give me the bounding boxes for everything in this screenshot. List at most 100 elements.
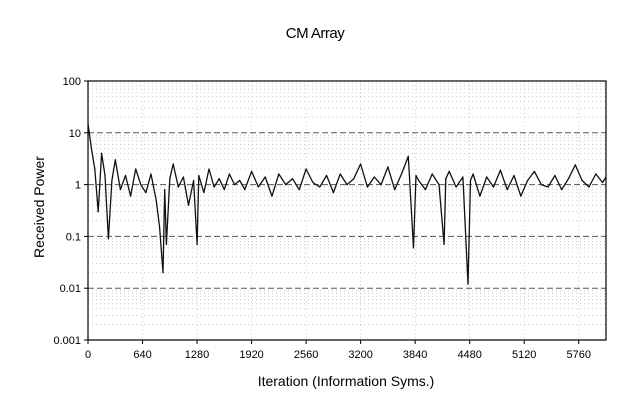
data-point bbox=[312, 181, 314, 184]
data-point bbox=[114, 159, 116, 161]
data-point bbox=[187, 204, 190, 206]
data-point bbox=[213, 186, 215, 188]
data-point bbox=[223, 189, 225, 191]
data-point bbox=[438, 184, 440, 186]
x-tick-label: 2560 bbox=[294, 349, 318, 361]
data-point bbox=[574, 164, 576, 166]
data-point bbox=[196, 243, 198, 245]
data-point bbox=[602, 181, 604, 184]
data-point bbox=[140, 184, 142, 186]
data-point bbox=[394, 189, 396, 191]
data-point bbox=[104, 174, 106, 177]
data-point bbox=[130, 195, 132, 197]
data-point bbox=[239, 179, 241, 182]
data-point bbox=[177, 186, 179, 188]
data-point bbox=[291, 178, 294, 180]
y-tick-label: 100 bbox=[63, 76, 81, 88]
series-layer bbox=[87, 123, 607, 285]
data-point bbox=[360, 163, 362, 165]
data-point bbox=[305, 168, 307, 170]
data-point bbox=[443, 243, 445, 245]
data-point bbox=[424, 189, 426, 191]
data-point bbox=[540, 184, 542, 186]
data-point bbox=[90, 147, 92, 149]
data-point bbox=[172, 163, 174, 165]
y-axis-label: Received Power bbox=[31, 156, 47, 258]
y-tick-label: 1 bbox=[75, 180, 81, 192]
data-point bbox=[554, 174, 556, 177]
data-point bbox=[346, 184, 348, 186]
data-point bbox=[233, 184, 236, 186]
x-tick-label: 1920 bbox=[239, 349, 263, 361]
data-point bbox=[228, 173, 230, 175]
x-tick-label: 0 bbox=[85, 349, 91, 361]
data-point bbox=[467, 283, 469, 285]
data-point bbox=[251, 170, 253, 172]
data-point bbox=[165, 243, 167, 245]
data-point bbox=[107, 238, 109, 240]
data-point bbox=[332, 192, 334, 194]
data-point bbox=[208, 168, 210, 170]
data-point bbox=[499, 169, 501, 171]
data-point bbox=[445, 178, 447, 180]
data-point bbox=[298, 189, 300, 191]
data-point bbox=[94, 168, 96, 170]
grid-lines bbox=[88, 81, 606, 340]
x-tick-label: 3200 bbox=[348, 349, 372, 361]
data-point bbox=[387, 166, 389, 168]
data-point bbox=[520, 195, 522, 197]
data-point bbox=[469, 179, 472, 182]
data-point bbox=[400, 173, 403, 175]
x-tick-label: 640 bbox=[133, 349, 151, 361]
series-line bbox=[87, 123, 607, 285]
x-tick-label: 5120 bbox=[512, 349, 536, 361]
y-axis-ticks: 100 10 1 0.1 0.01 0.001 bbox=[53, 76, 88, 347]
data-point bbox=[373, 176, 375, 178]
data-point bbox=[533, 170, 536, 172]
data-point bbox=[418, 179, 420, 182]
y-tick-label: 0.01 bbox=[60, 283, 81, 295]
data-point bbox=[135, 168, 137, 170]
data-point bbox=[244, 189, 246, 191]
data-point bbox=[479, 195, 481, 197]
x-tick-label: 3840 bbox=[403, 349, 427, 361]
data-point bbox=[193, 179, 195, 182]
x-axis-label: Iteration (Information Syms.) bbox=[258, 373, 435, 389]
x-tick-label: 5760 bbox=[566, 349, 590, 361]
data-point bbox=[339, 173, 341, 175]
data-point bbox=[218, 178, 220, 180]
y-tick-label: 0.1 bbox=[66, 231, 81, 243]
data-point bbox=[455, 186, 457, 188]
data-point bbox=[567, 178, 570, 180]
data-point bbox=[506, 189, 508, 191]
data-point bbox=[278, 173, 280, 175]
data-point bbox=[164, 189, 166, 191]
data-point bbox=[150, 173, 152, 175]
data-point bbox=[472, 173, 474, 175]
data-point bbox=[119, 189, 121, 191]
data-point bbox=[145, 192, 147, 194]
data-point bbox=[203, 192, 205, 194]
data-point bbox=[159, 226, 161, 228]
data-point bbox=[513, 174, 515, 177]
data-point bbox=[101, 152, 103, 154]
plot-area-border bbox=[87, 80, 607, 341]
data-point bbox=[162, 272, 164, 274]
data-point bbox=[407, 155, 409, 157]
x-tick-label: 4480 bbox=[457, 349, 481, 361]
data-point bbox=[605, 176, 607, 178]
data-point bbox=[492, 186, 495, 188]
data-point bbox=[527, 179, 529, 182]
data-point bbox=[462, 176, 464, 178]
data-point bbox=[431, 173, 433, 175]
data-point bbox=[182, 176, 184, 178]
x-axis-ticks: 0 640 1280 1920 2560 3200 3840 4480 5120 5760 bbox=[85, 340, 591, 361]
data-point bbox=[198, 174, 200, 177]
y-tick-label: 0.001 bbox=[53, 335, 81, 347]
data-point bbox=[124, 174, 127, 177]
data-point bbox=[353, 178, 355, 180]
data-point bbox=[111, 179, 113, 182]
x-tick-label: 1280 bbox=[185, 349, 209, 361]
data-point bbox=[155, 199, 157, 201]
